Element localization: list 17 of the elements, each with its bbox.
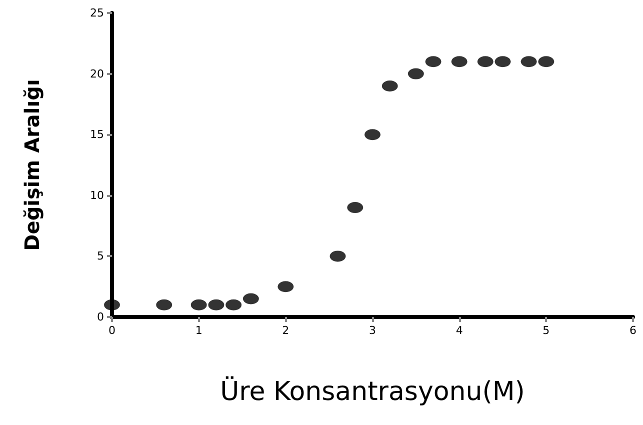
y-tick-label: 20: [90, 67, 104, 80]
x-tick-label: 3: [369, 324, 376, 337]
x-tick-label: 5: [542, 324, 550, 337]
y-tick-label: 5: [97, 250, 104, 263]
x-tick-label: 2: [282, 324, 290, 337]
y-tick-label: 0: [97, 310, 104, 324]
x-tick-label: 1: [195, 324, 202, 337]
x-tick-label: 6: [630, 324, 636, 337]
x-tick-label: 4: [456, 324, 463, 337]
x-axis-title: Üre Konsantrasyonu(M): [220, 376, 525, 407]
y-axis-title: Değişim Aralığı: [20, 79, 44, 251]
x-tick-label: 0: [108, 324, 116, 337]
point: [364, 129, 380, 140]
point: [104, 299, 120, 310]
y-tick-label: 25: [90, 6, 104, 20]
y-tick-label: 10: [90, 188, 104, 202]
y-tick-label: 15: [90, 128, 104, 142]
